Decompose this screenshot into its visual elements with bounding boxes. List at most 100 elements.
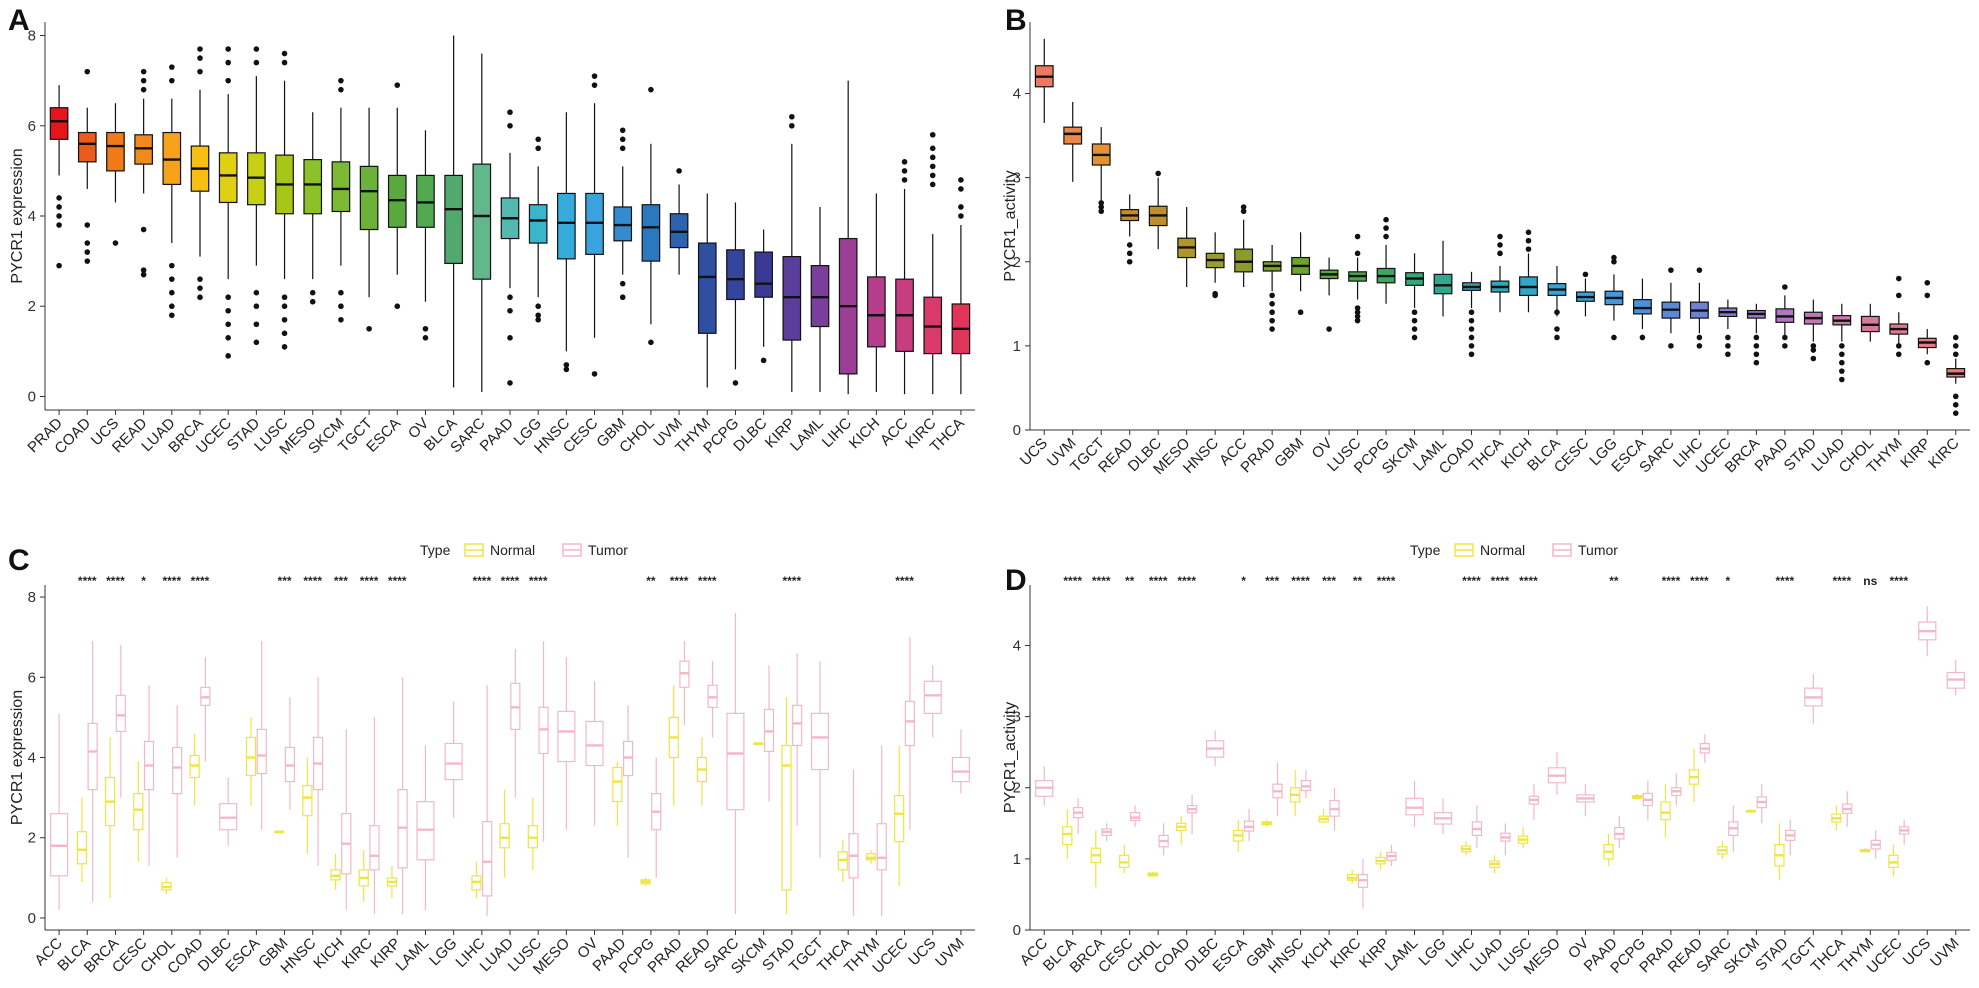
- significance-label: ****: [1491, 574, 1510, 588]
- y-tick-label: 3: [1013, 170, 1021, 187]
- y-tick-label: 2: [28, 830, 36, 847]
- significance-label: ****: [1889, 574, 1908, 588]
- box-meso-outlier: [309, 298, 316, 305]
- box-thym-outlier: [1895, 292, 1902, 299]
- box-lusc-outlier: [281, 59, 288, 66]
- box-kirc-outlier: [1952, 410, 1959, 416]
- y-tick-label: 4: [28, 208, 36, 225]
- box-acc-outlier: [1240, 204, 1247, 210]
- box-thca-outlier: [1497, 242, 1503, 248]
- box-tgct-box: [359, 165, 379, 231]
- box-read-outlier: [140, 77, 147, 84]
- box-skcm-outlier: [338, 303, 344, 310]
- box-thca-outlier: [1497, 233, 1503, 240]
- x-tick-label: PAAD: [477, 415, 517, 455]
- x-tick-label: LAML: [393, 935, 433, 975]
- tumor-box-thym-box: [876, 823, 887, 871]
- box-meso-box: [303, 159, 323, 215]
- box-read-outlier: [1126, 242, 1133, 248]
- box-esca-outlier: [394, 303, 401, 310]
- box-gbm-outlier: [619, 294, 626, 301]
- box-skcm-outlier: [1411, 317, 1418, 324]
- box-uvm-box: [1063, 126, 1083, 145]
- normal-box-stad-box: [781, 744, 792, 891]
- tumor-box-esca-box: [256, 728, 267, 775]
- box-hnsc-outlier: [1212, 290, 1218, 297]
- tumor-box-stad-box: [792, 704, 803, 747]
- box-laml-box: [1433, 273, 1453, 295]
- box-coad-outlier: [1468, 343, 1475, 349]
- box-kirc-outlier: [929, 172, 936, 179]
- y-axis-title: PYCR1 expression: [9, 690, 26, 825]
- box-pcpg-outlier: [1383, 233, 1389, 240]
- significance-label: ****: [472, 574, 491, 588]
- box-kirc-outlier: [929, 154, 936, 161]
- box-read-outlier: [1126, 250, 1133, 257]
- box-lgg-outlier: [535, 303, 541, 310]
- box-kirc-outlier: [929, 145, 936, 152]
- normal-box-cesc-box: [133, 793, 144, 831]
- box-luad-outlier: [169, 303, 175, 310]
- y-tick-label: 4: [1013, 86, 1021, 103]
- box-cesc-outlier: [591, 73, 598, 79]
- box-kirc-outlier: [1952, 393, 1959, 400]
- box-coad-outlier: [1468, 326, 1475, 332]
- box-read-outlier: [140, 86, 147, 93]
- box-pcpg-outlier: [732, 380, 739, 386]
- box-tgct-outlier: [1098, 208, 1105, 215]
- box-hnsc-box: [557, 192, 576, 260]
- box-luad-outlier: [1839, 351, 1845, 358]
- box-paad-outlier: [507, 380, 513, 386]
- box-ucec-outlier: [1725, 334, 1731, 341]
- y-tick-label: 6: [28, 118, 36, 135]
- box-paad-outlier: [507, 307, 513, 314]
- y-tick-label: 2: [1013, 254, 1021, 271]
- box-brca-outlier: [1753, 359, 1760, 366]
- box-luad-outlier: [1839, 359, 1845, 366]
- box-ov-outlier: [422, 335, 429, 341]
- box-acc-box: [1234, 248, 1254, 273]
- y-axis-title: PYCR1_activity: [1002, 170, 1019, 281]
- legend-key-normal: Normal: [464, 542, 535, 558]
- box-brca-outlier: [197, 46, 203, 52]
- box-paad-outlier: [507, 294, 513, 301]
- box-kirc-outlier: [929, 163, 936, 170]
- box-kirc-outlier: [1952, 401, 1959, 408]
- box-kirp-outlier: [1924, 359, 1931, 366]
- box-kirp-outlier: [1924, 292, 1931, 299]
- box-kirc-outlier: [1952, 343, 1959, 349]
- box-hnsc-outlier: [563, 366, 570, 373]
- x-tick-label: KICH: [846, 415, 883, 452]
- box-stad-outlier: [253, 321, 260, 328]
- box-dlbc-outlier: [760, 357, 767, 364]
- box-brca-outlier: [1753, 351, 1760, 358]
- box-lgg-outlier: [1611, 334, 1617, 341]
- box-luad-outlier: [169, 64, 175, 70]
- box-hnsc-outlier: [563, 362, 570, 368]
- tumor-box-tgct-box: [810, 712, 830, 771]
- tumor-box-ucec-box: [904, 700, 916, 747]
- box-lgg-box: [528, 204, 548, 244]
- box-blca-outlier: [1554, 334, 1560, 341]
- box-prad-outlier: [1269, 309, 1275, 316]
- tumor-box-meso-box: [557, 710, 576, 763]
- box-thym-outlier: [1895, 343, 1902, 349]
- significance-label: ****: [895, 574, 914, 588]
- box-kich-outlier: [1525, 229, 1532, 236]
- box-kirp-outlier: [1924, 279, 1931, 286]
- box-pcpg-outlier: [1383, 225, 1389, 231]
- tumor-box-sarc-box: [726, 712, 745, 811]
- box-kirc-outlier: [929, 131, 936, 138]
- box-prad-outlier: [56, 222, 62, 228]
- normal-box-luad-box: [499, 823, 510, 849]
- box-tgct-outlier: [366, 325, 372, 332]
- tumor-box-lihc-box: [482, 821, 493, 897]
- significance-label: ****: [1662, 574, 1681, 588]
- box-ucec-outlier: [225, 77, 231, 84]
- y-tick-label: 0: [28, 388, 36, 405]
- y-tick-label: 2: [28, 298, 36, 315]
- box-coad-outlier: [1468, 351, 1475, 358]
- legend-title: Type: [420, 542, 451, 558]
- box-lusc-outlier: [1354, 309, 1361, 316]
- box-prad-outlier: [56, 213, 62, 219]
